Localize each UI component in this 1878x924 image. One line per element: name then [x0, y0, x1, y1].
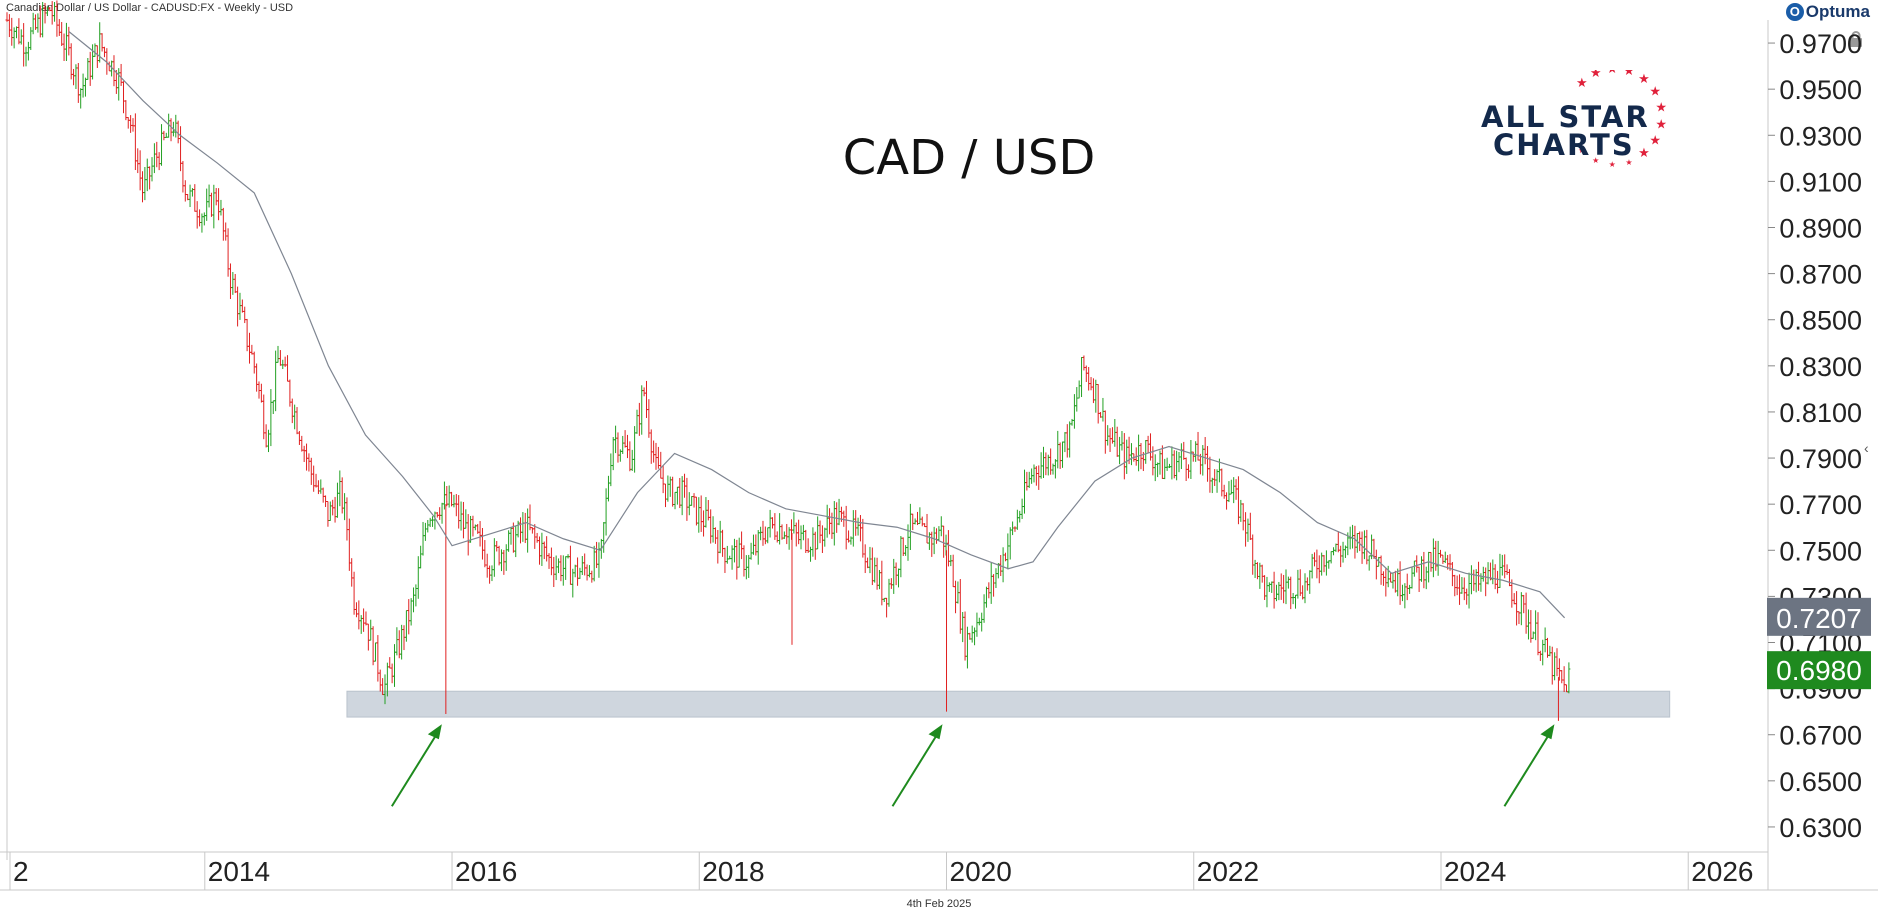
optuma-logo-icon: O — [1785, 3, 1804, 21]
x-tick-label: 2014 — [208, 856, 270, 887]
candles-group — [5, 0, 1571, 721]
support-arrow-head — [1540, 724, 1555, 740]
y-tick-label: 0.7500 — [1779, 536, 1862, 566]
chart-title: CAD / USD — [842, 130, 1096, 186]
last-price-badge — [1767, 651, 1871, 690]
logo-star-icon: ★ — [1638, 145, 1650, 160]
y-tick-label: 0.6700 — [1779, 721, 1862, 751]
x-tick-label: 2018 — [702, 856, 764, 887]
logo-star-icon: ★ — [1578, 146, 1585, 155]
logo-star-icon: ★ — [1649, 132, 1661, 147]
ma-value-label: 0.7207 — [1776, 603, 1862, 634]
y-tick-label: 0.6300 — [1779, 813, 1862, 843]
logo-line2: CHARTS — [1493, 128, 1635, 162]
y-tick-label: 0.9300 — [1779, 121, 1862, 151]
x-tick-label: 2026 — [1691, 856, 1753, 887]
last-price-label: 0.6980 — [1776, 655, 1862, 686]
y-tick-label: 0.8900 — [1779, 214, 1862, 244]
y-tick-label: 0.6500 — [1779, 767, 1862, 797]
logo-star-icon: ★ — [1623, 70, 1635, 78]
optuma-badge: O Optuma — [1785, 2, 1870, 22]
x-tick-label: 2020 — [950, 856, 1012, 887]
x-tick-label: 2022 — [1197, 856, 1259, 887]
moving-average-line — [68, 31, 1566, 619]
y-tick-label: 0.8100 — [1779, 398, 1862, 428]
logo-star-icon: ★ — [1655, 100, 1667, 115]
instrument-header: Canadian Dollar / US Dollar - CADUSD:FX … — [6, 2, 294, 14]
y-tick-label: 0.9700 — [1779, 29, 1862, 59]
y-tick-label: 0.7700 — [1779, 490, 1862, 520]
logo-star-icon: ★ — [1590, 70, 1602, 80]
chart-date: 4th Feb 2025 — [906, 898, 972, 910]
ma-value-badge — [1767, 597, 1871, 636]
x-tick-label: 2 — [13, 856, 29, 887]
logo-star-icon: ★ — [1576, 75, 1588, 90]
y-tick-label: 0.8500 — [1779, 306, 1862, 336]
support-arrow-head — [427, 724, 442, 740]
all-star-charts-logo: ★★★★★★★★★★★★★★ ALL STAR CHARTS — [1475, 70, 1675, 180]
y-tick-label: 0.8300 — [1779, 352, 1862, 382]
logo-star-icon: ★ — [1638, 71, 1650, 86]
support-arrow-head — [928, 724, 943, 740]
support-arrow — [891, 731, 940, 807]
logo-line1: ALL STAR — [1481, 100, 1650, 134]
optuma-label: Optuma — [1805, 2, 1870, 21]
y-tick-label: 0.9500 — [1779, 75, 1862, 105]
logo-star-icon: ★ — [1655, 116, 1667, 131]
panel-collapse-icon[interactable]: ‹ — [1864, 440, 1869, 456]
logo-star-icon: ★ — [1606, 70, 1618, 76]
lock-icon[interactable] — [1847, 30, 1865, 48]
y-tick-label: 0.7900 — [1779, 444, 1862, 474]
support-arrow — [391, 731, 439, 807]
logo-star-icon: ★ — [1592, 156, 1599, 165]
logo-star-icon: ★ — [1649, 84, 1661, 99]
x-tick-label: 2024 — [1444, 856, 1506, 887]
logo-stars: ★★★★★★★★★★★★★★ — [1576, 70, 1667, 169]
x-tick-label: 2016 — [455, 856, 517, 887]
y-tick-label: 0.9100 — [1779, 167, 1862, 197]
support-arrow — [1503, 731, 1552, 807]
support-zone — [346, 690, 1671, 718]
logo-star-icon: ★ — [1609, 160, 1616, 169]
logo-star-icon: ★ — [1625, 158, 1632, 167]
y-tick-label: 0.8700 — [1779, 260, 1862, 290]
